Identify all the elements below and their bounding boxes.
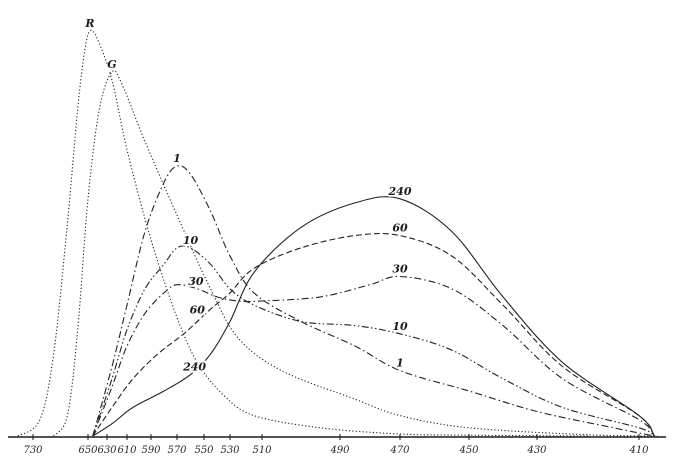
x-tick-label: 630 bbox=[97, 445, 117, 456]
curve-label-1: 1 bbox=[173, 152, 181, 165]
x-tick-label: 470 bbox=[389, 445, 410, 456]
x-tick-label: 430 bbox=[526, 445, 547, 456]
x-tick-label: 590 bbox=[141, 445, 161, 456]
series-line-240 bbox=[92, 196, 655, 437]
x-tick-label: 410 bbox=[628, 445, 649, 456]
curve-label-background bbox=[189, 303, 206, 316]
x-tick-label: 510 bbox=[252, 445, 272, 456]
curve-labels: R G 1 10 30 60 240 240 60 30 10 1 bbox=[84, 17, 412, 374]
curve-label-1: 1 bbox=[396, 357, 404, 370]
curve-label-background bbox=[182, 233, 199, 246]
curve-label-240: 240 bbox=[388, 185, 412, 198]
curve-label-240: 240 bbox=[182, 361, 206, 374]
curve-label-60: 60 bbox=[392, 222, 408, 235]
x-tick-label: 650 bbox=[78, 445, 98, 456]
x-tick-label: 450 bbox=[458, 445, 479, 456]
x-tick-label: 530 bbox=[220, 445, 240, 456]
curve-label-background bbox=[392, 221, 408, 234]
series-line-1 bbox=[92, 165, 655, 437]
curve-label-60: 60 bbox=[190, 303, 206, 316]
x-tick-label: 550 bbox=[194, 445, 214, 456]
curve-label-background bbox=[107, 57, 117, 70]
curve-label-10: 10 bbox=[183, 234, 199, 247]
x-tick-label: 610 bbox=[117, 445, 137, 456]
curve-label-30: 30 bbox=[392, 262, 408, 275]
series-line-r bbox=[17, 29, 589, 437]
series-line-60 bbox=[92, 232, 655, 437]
x-tick-label: 570 bbox=[167, 445, 187, 456]
curve-label-background bbox=[187, 274, 204, 287]
series-line-30 bbox=[92, 275, 655, 437]
curve-label-background bbox=[85, 17, 95, 30]
series-line-g bbox=[53, 70, 659, 437]
series-line-10 bbox=[92, 245, 655, 437]
x-tick-labels: 730 650 630 610 590 570 550 530 510 490 470 450 430 4… bbox=[23, 434, 649, 456]
curve-label-30: 30 bbox=[188, 275, 204, 288]
curve-label-10: 10 bbox=[392, 320, 408, 333]
x-tick-label: 490 bbox=[329, 445, 350, 456]
curve-label-background bbox=[172, 152, 182, 165]
curve-label-background bbox=[183, 360, 207, 373]
curves-group bbox=[17, 29, 659, 437]
curve-label-r: R bbox=[84, 17, 94, 30]
x-tick-label: 730 bbox=[23, 445, 43, 456]
curve-label-background bbox=[392, 319, 408, 332]
curve-label-background bbox=[392, 262, 408, 275]
curve-label-g: G bbox=[107, 58, 116, 71]
curve-label-background bbox=[395, 356, 405, 369]
curve-label-background bbox=[388, 184, 412, 197]
